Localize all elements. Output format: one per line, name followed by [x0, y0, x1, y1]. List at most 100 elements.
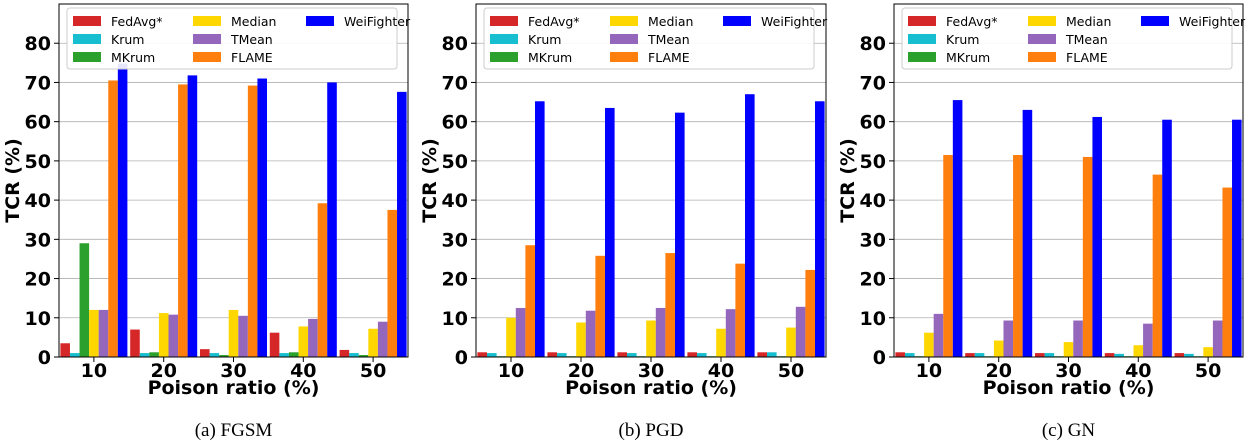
bar-flame-50 — [1222, 187, 1233, 357]
bar-median-10 — [924, 332, 934, 357]
bar-krum-50 — [349, 353, 359, 357]
y-tick-label: 60 — [25, 112, 51, 134]
bar-krum-10 — [69, 353, 80, 357]
legend-swatch — [610, 34, 638, 44]
bar-median-10 — [506, 317, 516, 357]
legend-label: MKrum — [111, 50, 155, 65]
legend-label: MKrum — [528, 50, 572, 65]
x-tick-label: 50 — [360, 360, 386, 382]
bar-flame-20 — [1013, 155, 1023, 357]
bar-tmean-20 — [168, 314, 179, 357]
legend-swatch — [73, 52, 101, 62]
bar-krum-30 — [627, 353, 637, 357]
bar-median-50 — [786, 327, 796, 357]
bar-median-30 — [1063, 342, 1074, 357]
y-axis-title: TCR (%) — [837, 138, 859, 223]
bar-fedavg-50 — [1174, 353, 1185, 357]
bar-flame-10 — [108, 80, 118, 357]
legend-label: Krum — [528, 32, 561, 47]
bar-weifighter-30 — [257, 78, 268, 358]
bar-fedavg-40 — [687, 352, 697, 357]
bar-median-40 — [716, 328, 726, 357]
axes-frame — [475, 3, 827, 358]
x-tick-label: 20 — [150, 360, 176, 382]
legend-label: Krum — [111, 32, 144, 47]
bar-flame-50 — [805, 269, 815, 357]
legend-label: TMean — [647, 32, 690, 47]
bar-flame-10 — [525, 245, 535, 357]
bar-weifighter-10 — [117, 63, 128, 358]
bar-krum-40 — [1114, 353, 1124, 357]
bar-median-20 — [576, 322, 586, 357]
legend-swatch — [490, 34, 518, 44]
panel-caption: (a) FGSM — [195, 420, 273, 441]
bar-weifighter-40 — [327, 82, 337, 357]
y-tick-label: 10 — [860, 308, 886, 330]
x-axis-title: Poison ratio (%) — [148, 377, 320, 399]
legend-label: FLAME — [1066, 50, 1108, 65]
bar-flame-30 — [665, 253, 675, 357]
bar-weifighter-30 — [675, 112, 685, 357]
bar-krum-40 — [279, 353, 289, 357]
legend-swatch — [193, 52, 221, 62]
bar-krum-10 — [487, 353, 497, 357]
y-tick-label: 30 — [860, 229, 886, 251]
bar-median-20 — [993, 340, 1004, 357]
bar-tmean-10 — [933, 313, 944, 357]
y-tick-label: 10 — [442, 308, 468, 330]
bar-weifighter-40 — [1162, 119, 1172, 357]
x-tick-label: 40 — [708, 360, 734, 382]
bar-flame-30 — [1082, 156, 1093, 357]
bar-tmean-40 — [725, 309, 736, 357]
y-tick-label: 0 — [873, 347, 886, 369]
chart-panel-1: 0 10 20 30 40 50 60 70 80 10 20 30 40 50 Poison ratio … — [2, 3, 411, 441]
panel-caption: (c) GN — [1042, 420, 1096, 441]
bar-median-20 — [158, 313, 169, 357]
bar-median-40 — [1133, 345, 1144, 357]
legend-label: TMean — [230, 32, 273, 47]
bar-flame-30 — [247, 85, 258, 358]
legend-label: Median — [648, 14, 693, 29]
bar-fedavg-30 — [1034, 353, 1045, 357]
bar-tmean-10 — [515, 307, 526, 357]
bar-flame-50 — [387, 209, 398, 357]
y-tick-label: 40 — [442, 190, 468, 212]
bar-fedavg-50 — [339, 349, 350, 357]
legend-swatch — [723, 16, 751, 26]
bar-median-30 — [228, 309, 239, 357]
legend-label: FedAvg* — [111, 14, 163, 29]
panel-caption: (b) PGD — [619, 420, 684, 441]
bar-weifighter-50 — [397, 91, 407, 357]
legend-swatch — [610, 16, 638, 26]
bar-median-50 — [1203, 347, 1213, 357]
bar-weifighter-20 — [187, 75, 198, 357]
bar-median-30 — [646, 320, 656, 357]
bar-fedavg-10 — [895, 352, 905, 357]
y-tick-label: 20 — [860, 269, 886, 291]
x-tick-label: 30 — [1055, 360, 1081, 382]
bar-fedavg-20 — [130, 329, 140, 357]
bar-tmean-10 — [98, 309, 109, 357]
y-tick-label: 60 — [442, 112, 468, 134]
axes-frame — [58, 3, 409, 358]
x-tick-label: 30 — [220, 360, 246, 382]
y-tick-label: 80 — [25, 33, 51, 55]
y-tick-label: 80 — [442, 33, 468, 55]
legend-swatch — [1028, 52, 1056, 62]
legend-swatch — [610, 52, 638, 62]
legend-label: FLAME — [231, 50, 273, 65]
y-tick-label: 40 — [25, 190, 51, 212]
bar-flame-40 — [735, 263, 745, 357]
bar-krum-20 — [557, 353, 567, 357]
legend-swatch — [1141, 16, 1169, 26]
bar-weifighter-30 — [1092, 116, 1103, 358]
legend-label: MKrum — [946, 50, 990, 65]
x-tick-label: 50 — [778, 360, 804, 382]
y-tick-label: 40 — [860, 190, 886, 212]
legend-label: WeiFighter — [344, 14, 411, 29]
bar-krum-30 — [209, 353, 220, 357]
y-tick-label: 30 — [25, 229, 51, 251]
legend-swatch — [193, 34, 221, 44]
chart-panel-3: 0 10 20 30 40 50 60 70 80 10 20 30 40 50 Poison ratio … — [837, 3, 1246, 441]
